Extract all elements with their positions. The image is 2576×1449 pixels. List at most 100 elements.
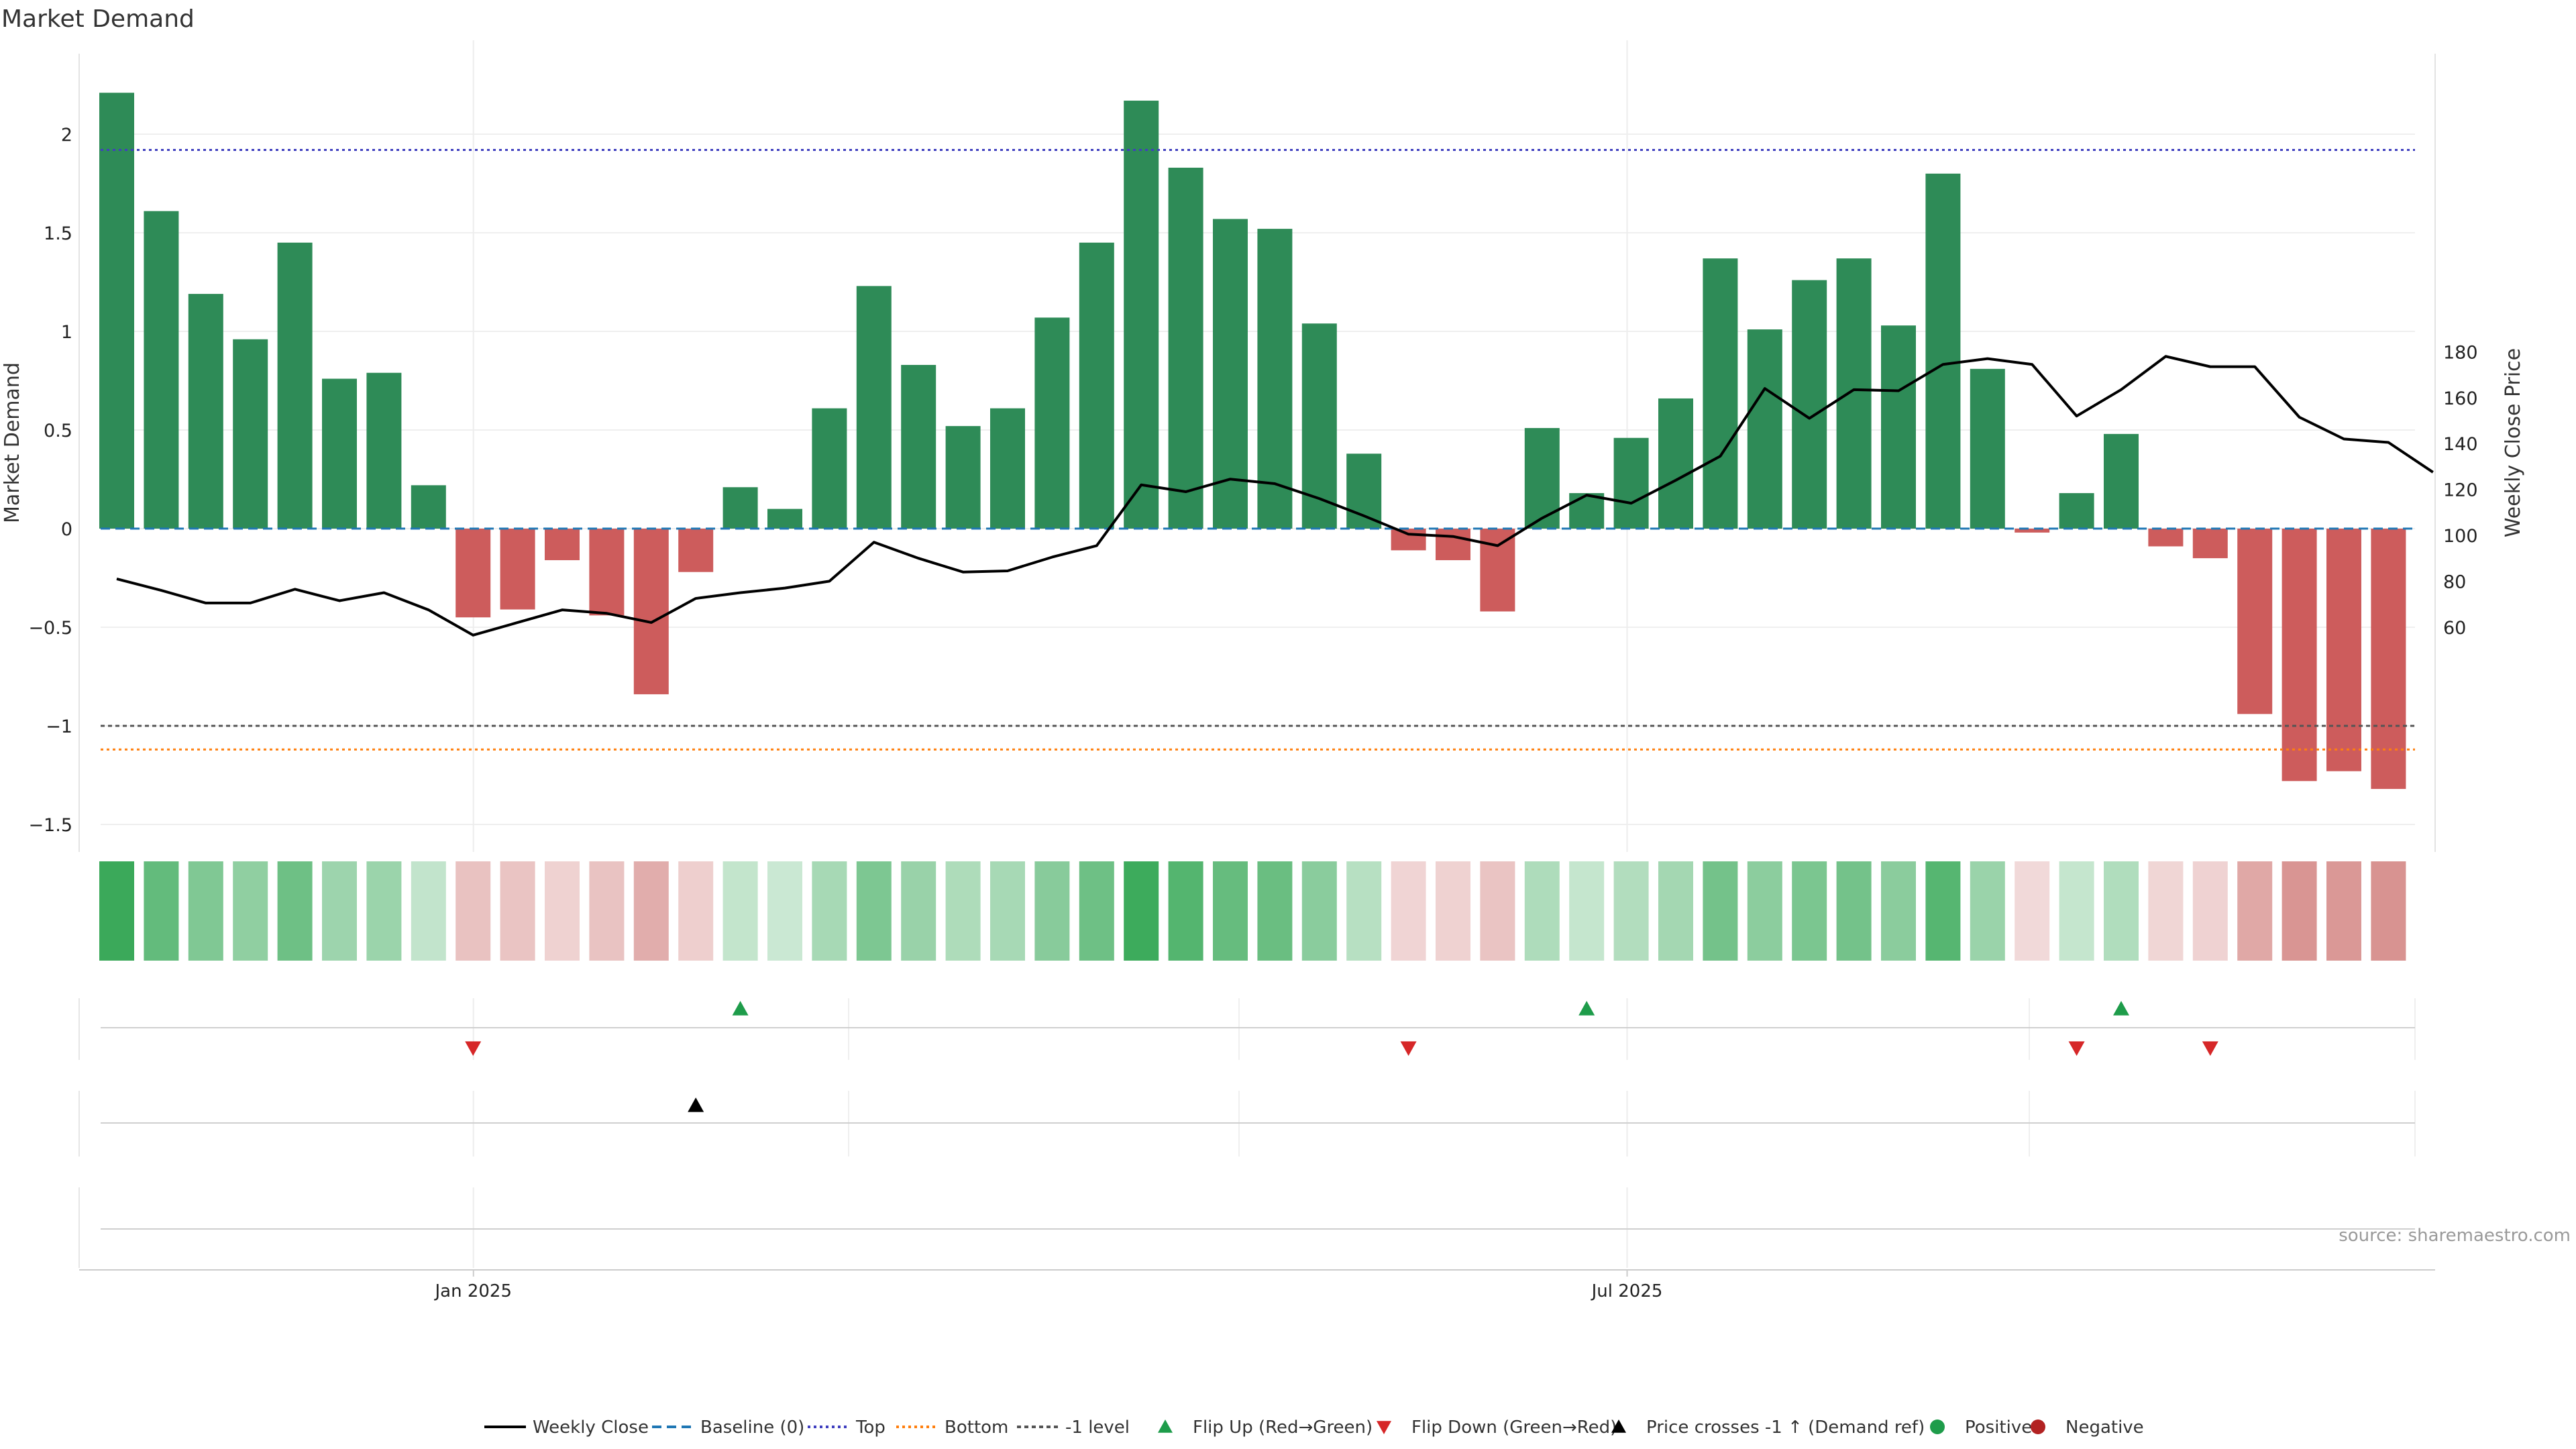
heat-cell — [188, 861, 223, 961]
positive-bar — [1079, 242, 1114, 529]
positive-bar — [1213, 219, 1248, 529]
flip-down-marker — [465, 1041, 482, 1056]
heat-cell — [812, 861, 847, 961]
negative-bar — [2148, 529, 2184, 547]
levels-layer — [101, 149, 2415, 751]
positive-bar — [990, 408, 1025, 529]
heat-cell — [856, 861, 892, 961]
negative-bar — [2282, 529, 2317, 782]
flip-up-marker — [732, 1001, 749, 1016]
flip-up-marker — [2113, 1001, 2129, 1016]
legend-swatch-dot — [1930, 1419, 1945, 1434]
heat-cell — [144, 861, 179, 961]
y2-tick-label: 160 — [2443, 388, 2478, 409]
y2-axis-label: Weekly Close Price — [2502, 348, 2525, 537]
negative-bar — [545, 529, 580, 561]
heat-cell — [1213, 861, 1248, 961]
price-layer — [116, 355, 2434, 637]
heat-cell — [945, 861, 981, 961]
y-tick-label: 2 — [61, 125, 72, 146]
chart-title: Market Demand — [1, 5, 195, 33]
positive-bar — [2059, 493, 2094, 529]
heat-cell — [455, 861, 491, 961]
negative-bar — [633, 529, 669, 694]
heat-cell — [1124, 861, 1159, 961]
heat-cell — [366, 861, 402, 961]
heat-cell — [589, 861, 625, 961]
heat-cell — [1925, 861, 1961, 961]
y-tick-label: −1.5 — [28, 815, 72, 836]
y-axis-label: Market Demand — [1, 362, 24, 523]
bars-layer — [99, 93, 2406, 790]
legend-label: -1 level — [1065, 1417, 1130, 1438]
legend-label: Flip Up (Red→Green) — [1193, 1417, 1373, 1438]
positive-bar — [277, 242, 313, 529]
y-tick-label: 0.5 — [44, 421, 72, 441]
heat-cell — [1524, 861, 1560, 961]
heat-cell — [1168, 861, 1203, 961]
legend-swatch-dot — [2031, 1419, 2045, 1434]
positive-bar — [1613, 437, 1649, 529]
heat-cell — [411, 861, 446, 961]
heat-cell — [722, 861, 758, 961]
heat-cell — [322, 861, 357, 961]
heat-cell — [1569, 861, 1605, 961]
positive-bar — [411, 485, 446, 529]
legend-label: Top — [855, 1417, 885, 1438]
y2-tick-label: 120 — [2443, 480, 2478, 501]
y-tick-label: 1 — [61, 322, 72, 343]
heat-cell — [1613, 861, 1649, 961]
heat-cell — [1257, 861, 1293, 961]
positive-bar — [144, 211, 179, 529]
heat-cell — [1034, 861, 1070, 961]
negative-bar — [1436, 529, 1470, 561]
positive-bar — [99, 93, 134, 529]
flip-down-marker — [2202, 1041, 2218, 1056]
y-tick-label: 0 — [61, 519, 72, 540]
heat-cell — [2192, 861, 2228, 961]
positive-bar — [322, 378, 357, 529]
legend-label: Negative — [2065, 1417, 2144, 1438]
positive-bar — [366, 372, 402, 529]
positive-bar — [1970, 368, 2005, 529]
heat-cell — [2015, 861, 2050, 961]
source-note: source: sharemaestro.com — [2339, 1226, 2571, 1246]
negative-bar — [2015, 529, 2050, 533]
heat-cell — [500, 861, 535, 961]
heat-cell — [1881, 861, 1916, 961]
heat-cell — [767, 861, 802, 961]
legend-label: Price crosses -1 ↑ (Demand ref) — [1646, 1417, 1925, 1438]
negative-bar — [589, 529, 625, 616]
positive-bar — [233, 339, 268, 529]
negative-bar — [455, 529, 491, 618]
y2-tick-label: 60 — [2443, 618, 2466, 639]
flip-up-marker — [1578, 1001, 1595, 1016]
legend-label: Bottom — [945, 1417, 1008, 1438]
legend-label: Weekly Close — [533, 1417, 649, 1438]
flip-down-marker — [1400, 1041, 1417, 1056]
x-axis: Jan 2025 Jul 2025 — [79, 1269, 2435, 1301]
heat-cell — [233, 861, 268, 961]
y2-tick-label: 180 — [2443, 342, 2478, 363]
heat-cell — [277, 861, 313, 961]
positive-bar — [722, 487, 758, 529]
negative-bar — [500, 529, 535, 610]
legend-label: Positive — [1965, 1417, 2032, 1438]
legend-label: Flip Down (Green→Red) — [1411, 1417, 1617, 1438]
x-tick-label: Jan 2025 — [434, 1281, 513, 1301]
heat-cell — [633, 861, 669, 961]
positive-bar — [1925, 173, 1961, 529]
heat-cell — [1836, 861, 1872, 961]
positive-bar — [1257, 229, 1293, 529]
negative-bar — [2326, 529, 2361, 771]
heat-cell — [545, 861, 580, 961]
heat-cell — [1436, 861, 1470, 961]
heat-cell — [2104, 861, 2139, 961]
legend-swatch-marker — [1611, 1419, 1626, 1433]
heat-cell — [1703, 861, 1738, 961]
heat-cell — [1301, 861, 1337, 961]
heat-cell — [1792, 861, 1827, 961]
heat-cell — [2148, 861, 2184, 961]
